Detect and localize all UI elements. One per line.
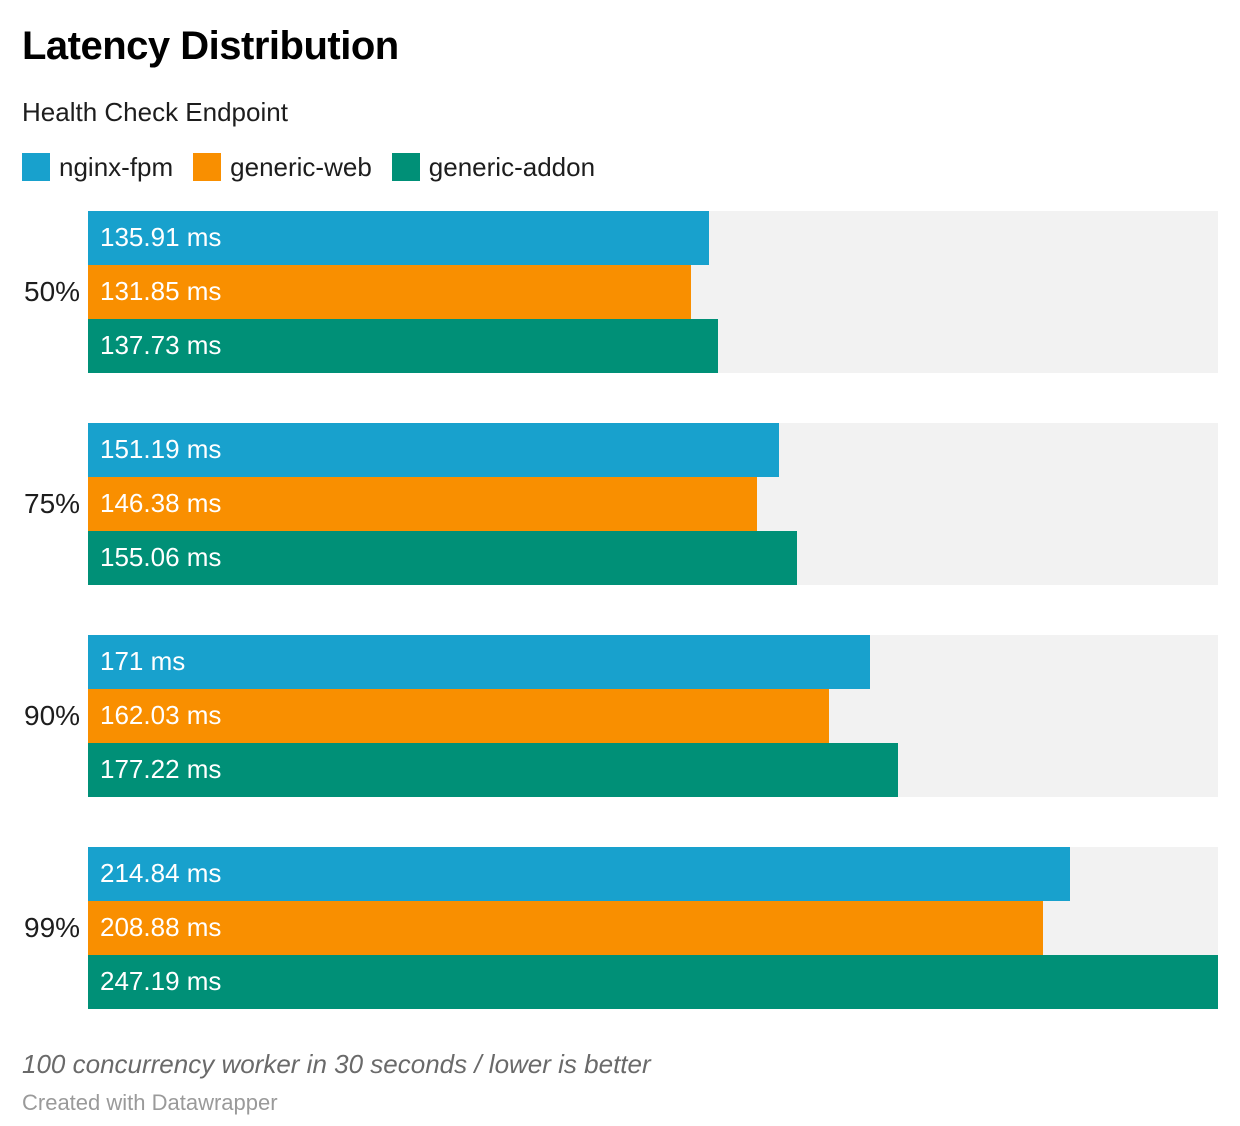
bar-track: 177.22 ms: [88, 742, 1218, 797]
legend-label: nginx-fpm: [59, 151, 174, 182]
value-label: 151.19 ms: [100, 434, 222, 465]
value-label: 137.73 ms: [100, 330, 222, 361]
value-label: 247.19 ms: [100, 966, 222, 997]
chart-subtitle: Health Check Endpoint: [22, 97, 288, 127]
bar-generic-addon-50%: 137.73 ms: [88, 318, 718, 373]
value-label: 208.88 ms: [100, 912, 222, 943]
legend-swatch-icon: [22, 152, 50, 181]
bar-track: 162.03 ms: [88, 688, 1218, 743]
bar-group-50%: 50% 135.91 ms 131.85 ms 137.73 ms: [22, 210, 1218, 373]
value-label: 214.84 ms: [100, 858, 222, 889]
bar-nginx-fpm-90%: 171 ms: [88, 634, 870, 689]
category-label: 50%: [24, 275, 81, 307]
legend-item-generic-web: generic-web: [193, 151, 372, 182]
bar-group-99%: 99% 214.84 ms 208.88 ms 247.19 ms: [22, 846, 1218, 1009]
bar-nginx-fpm-50%: 135.91 ms: [88, 210, 710, 265]
bar-group-75%: 75% 151.19 ms 146.38 ms 155.06 ms: [22, 422, 1218, 585]
bar-generic-web-75%: 146.38 ms: [88, 476, 758, 531]
bar-generic-web-90%: 162.03 ms: [88, 688, 829, 743]
legend-item-generic-addon: generic-addon: [391, 151, 596, 182]
value-label: 171 ms: [100, 646, 186, 677]
bar-generic-addon-75%: 155.06 ms: [88, 530, 797, 585]
value-label: 146.38 ms: [100, 488, 222, 519]
chart-title: Latency Distribution: [22, 24, 399, 68]
bar-track: 171 ms: [88, 634, 1218, 689]
legend-label: generic-addon: [428, 151, 596, 182]
category-label: 75%: [24, 487, 81, 519]
legend-swatch-icon: [391, 152, 420, 181]
bar-generic-addon-99%: 247.19 ms: [88, 954, 1218, 1009]
value-label: 135.91 ms: [100, 222, 222, 253]
bar-track: 155.06 ms: [88, 530, 1218, 585]
bar-track: 131.85 ms: [88, 264, 1218, 319]
legend-swatch-icon: [193, 152, 222, 181]
legend-label: generic-web: [230, 151, 372, 182]
footer-note: 100 concurrency worker in 30 seconds / l…: [22, 1048, 651, 1079]
category-label: 99%: [24, 911, 81, 943]
bar-track: 135.91 ms: [88, 210, 1218, 265]
bar-nginx-fpm-75%: 151.19 ms: [88, 422, 780, 477]
bar-track: 214.84 ms: [88, 846, 1218, 901]
value-label: 162.03 ms: [100, 700, 222, 731]
bar-generic-addon-90%: 177.22 ms: [88, 742, 899, 797]
bar-chart: 50% 135.91 ms 131.85 ms 137.73 ms 75% 151.19 …: [22, 210, 1218, 1009]
legend: nginx-fpm generic-web generic-addon: [22, 151, 1218, 182]
value-label: 155.06 ms: [100, 542, 222, 573]
bar-generic-web-99%: 208.88 ms: [88, 900, 1043, 955]
bar-nginx-fpm-99%: 214.84 ms: [88, 846, 1071, 901]
bar-track: 137.73 ms: [88, 318, 1218, 373]
legend-item-nginx-fpm: nginx-fpm: [22, 151, 174, 182]
category-label: 90%: [24, 699, 81, 731]
value-label: 131.85 ms: [100, 276, 222, 307]
datawrapper-attribution: Created with Datawrapper: [22, 1089, 278, 1115]
bar-group-90%: 90% 171 ms 162.03 ms 177.22 ms: [22, 634, 1218, 797]
bar-track: 247.19 ms: [88, 954, 1218, 1009]
bar-generic-web-50%: 131.85 ms: [88, 264, 691, 319]
bar-track: 208.88 ms: [88, 900, 1218, 955]
bar-track: 151.19 ms: [88, 422, 1218, 477]
value-label: 177.22 ms: [100, 754, 222, 785]
bar-track: 146.38 ms: [88, 476, 1218, 531]
